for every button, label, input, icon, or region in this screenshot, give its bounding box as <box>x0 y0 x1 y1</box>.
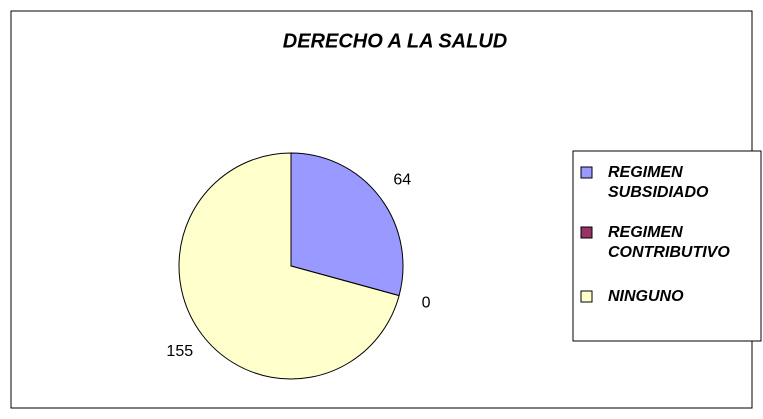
pie-slice <box>178 152 400 380</box>
legend-label: REGIMEN SUBSIDIADO <box>608 164 709 201</box>
pie-slice <box>290 152 404 297</box>
legend-label: NINGUNO <box>608 288 684 305</box>
legend-swatch <box>580 226 593 239</box>
data-label: 0 <box>422 294 431 311</box>
legend-box <box>572 150 762 342</box>
legend-swatch <box>580 166 593 179</box>
legend-label: REGIMEN CONTRIBUTIVO <box>608 224 730 261</box>
data-label: 155 <box>166 343 193 360</box>
chart-title: DERECHO A LA SALUD <box>283 30 507 52</box>
legend-swatch <box>580 290 593 303</box>
data-label: 64 <box>393 171 411 188</box>
